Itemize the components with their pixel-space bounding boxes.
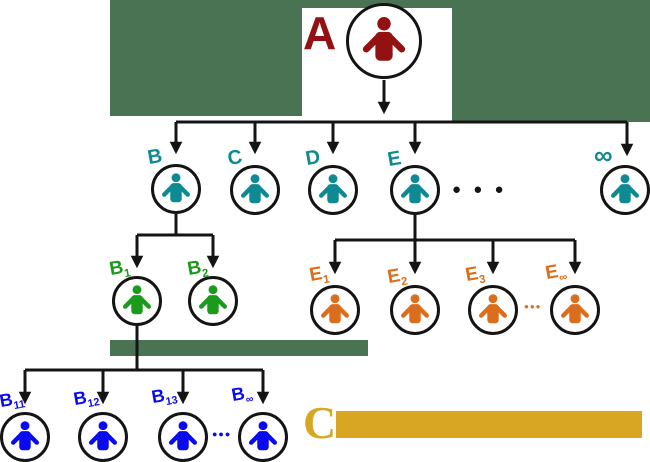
node-e2 [390, 285, 440, 335]
node-b [151, 164, 201, 214]
watermark-bar [336, 411, 642, 438]
person-icon [239, 173, 271, 208]
node-root-a [346, 3, 422, 79]
node-einf-label: E∞ [543, 261, 569, 285]
person-icon [197, 284, 229, 319]
node-b2 [188, 276, 238, 326]
root-label: A [303, 7, 337, 59]
person-icon [9, 420, 41, 455]
node-binf-label: B∞ [229, 383, 255, 407]
node-e [390, 165, 440, 215]
node-d [308, 165, 358, 215]
person-icon [167, 420, 199, 455]
level2-ellipsis: ● ● ● [452, 181, 508, 198]
node-b12-label: B12 [71, 387, 101, 411]
node-b11-label: B11 [0, 389, 27, 413]
node-b12 [78, 412, 128, 462]
person-icon [247, 420, 279, 455]
node-b11 [0, 412, 50, 462]
node-infinity [600, 165, 650, 215]
node-infinity-label: ∞ [594, 140, 613, 170]
background-patch [110, 0, 302, 116]
level3-ellipsis: ●●● [524, 302, 542, 311]
node-c [230, 165, 280, 215]
level4-ellipsis: ●●● [212, 429, 232, 439]
person-icon [477, 293, 509, 328]
node-b13 [158, 412, 208, 462]
node-binf4 [238, 412, 288, 462]
person-icon [399, 173, 431, 208]
node-e1 [310, 285, 360, 335]
background-patch [110, 340, 368, 356]
person-icon [87, 420, 119, 455]
node-einf [550, 285, 600, 335]
person-icon [319, 293, 351, 328]
node-b13-label: B13 [149, 385, 179, 409]
person-icon [160, 172, 192, 207]
person-icon [317, 173, 349, 208]
person-icon [399, 293, 431, 328]
person-icon [609, 173, 641, 208]
node-e3-label: E3 [463, 263, 487, 287]
person-icon [121, 284, 153, 319]
node-e3 [468, 285, 518, 335]
node-b1 [112, 276, 162, 326]
person-icon [360, 15, 408, 68]
watermark-letter: C [303, 397, 337, 448]
person-icon [559, 293, 591, 328]
background-patch [452, 0, 650, 122]
